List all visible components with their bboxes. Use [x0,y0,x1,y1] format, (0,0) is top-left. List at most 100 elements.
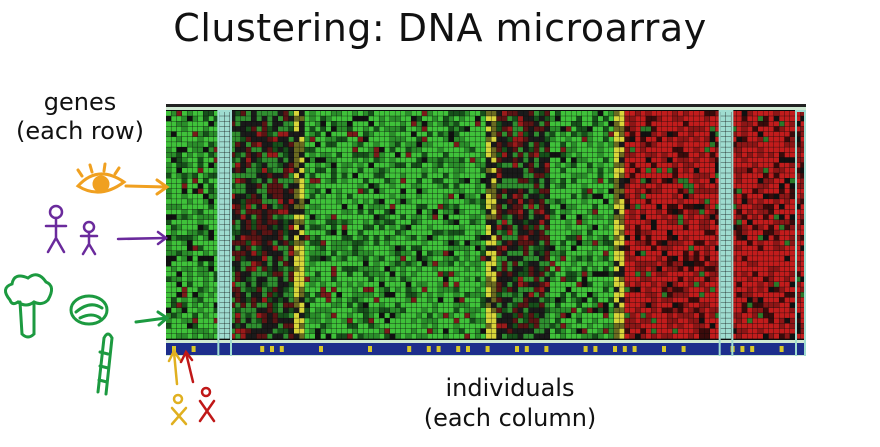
heatmap-cell [688,126,694,132]
heatmap-cell [528,116,534,122]
heatmap-cell [576,266,582,272]
heatmap-cell [427,256,433,261]
heatmap-cell [502,214,507,220]
heatmap-cell [560,318,566,324]
heatmap-cell [187,256,193,261]
heatmap-cell [384,136,390,142]
heatmap-cell [368,302,374,308]
heatmap-cell [208,136,214,142]
heatmap-cell [742,302,747,308]
heatmap-cell [566,276,571,282]
heatmap-cell [454,292,459,298]
heatmap-cell [640,313,646,318]
heatmap-cell [646,136,651,142]
heatmap-cell [763,152,769,158]
heatmap-cell [752,157,758,163]
heatmap-cell [208,116,214,122]
heatmap-cell [496,147,502,153]
heatmap-cell [246,307,251,313]
heatmap-cell [443,147,449,153]
heatmap-cell [240,250,246,256]
heatmap-cell [374,297,379,303]
heatmap-cell [448,199,454,204]
heatmap-cell [560,183,566,189]
heatmap-cell [523,323,529,329]
heatmap-cell [555,235,561,241]
heatmap-cell [235,333,241,339]
heatmap-cell [518,157,523,163]
heatmap-cell [288,276,294,282]
heatmap-cell [395,328,401,334]
heatmap-cell [699,302,705,308]
heatmap-cell [544,142,550,147]
heatmap-cell [662,188,667,194]
heatmap-cell [656,199,662,204]
heatmap-cell [283,136,289,142]
heatmap-cell [198,256,203,261]
heatmap-cell [459,230,465,236]
heatmap-cell [699,282,705,287]
heatmap-cell [656,282,662,287]
heatmap-cell [192,209,198,215]
heatmap-cell [614,230,619,236]
heatmap-cell [694,168,699,173]
heatmap-cell [278,111,283,116]
heatmap-cell [582,235,587,241]
heatmap-cell [304,318,310,324]
heatmap-cell [294,297,299,303]
heatmap-cell [502,162,507,168]
heatmap-cell [411,256,417,261]
heatmap-cell [576,199,582,204]
heatmap-cell [470,204,475,210]
heatmap-cell [283,282,289,287]
heatmap-cell [342,276,347,282]
heatmap-cell [454,199,459,204]
heatmap-cell [758,116,763,122]
heatmap-cell [235,297,241,303]
heatmap-cell [539,219,545,225]
heatmap-cell [192,121,198,127]
heatmap-cell [310,142,315,147]
heatmap-cell [576,256,582,261]
heatmap-cell [224,328,230,334]
heatmap-cell [198,209,203,215]
heatmap-cell [363,157,369,163]
heatmap-cell [214,256,219,261]
heatmap-cell [448,157,454,163]
heatmap-cell [672,230,678,236]
heatmap-cell [672,225,678,230]
heatmap-cell [166,136,171,142]
heatmap-cell [438,183,443,189]
heatmap-cell [294,230,299,236]
heatmap-cell [571,307,577,313]
heatmap-cell [219,245,225,251]
heatmap-cell [331,271,337,277]
heatmap-cell [379,287,385,293]
heatmap-cell [347,318,353,324]
heatmap-cell [182,271,187,277]
heatmap-cell [651,157,657,163]
heatmap-cell [496,111,502,116]
heatmap-cell [720,157,726,163]
heatmap-cell [576,287,582,293]
heatmap-cell [251,307,257,313]
heatmap-cell [560,250,566,256]
heatmap-cell [411,193,417,199]
heatmap-cell [262,131,267,137]
heatmap-cell [742,116,747,122]
heatmap-cell [267,292,273,298]
heatmap-cell [587,157,593,163]
heatmap-cell [758,193,763,199]
heatmap-cell [384,183,390,189]
heatmap-cell [694,307,699,313]
heatmap-cell [763,261,769,267]
heatmap-cell [310,162,315,168]
heatmap-cell [464,276,470,282]
heatmap-cell [304,116,310,122]
heatmap-cell [603,328,609,334]
heatmap-cell [470,266,475,272]
heatmap-cell [742,250,747,256]
heatmap-cell [384,235,390,241]
heatmap-cell [630,152,635,158]
heatmap-cell [438,271,443,277]
